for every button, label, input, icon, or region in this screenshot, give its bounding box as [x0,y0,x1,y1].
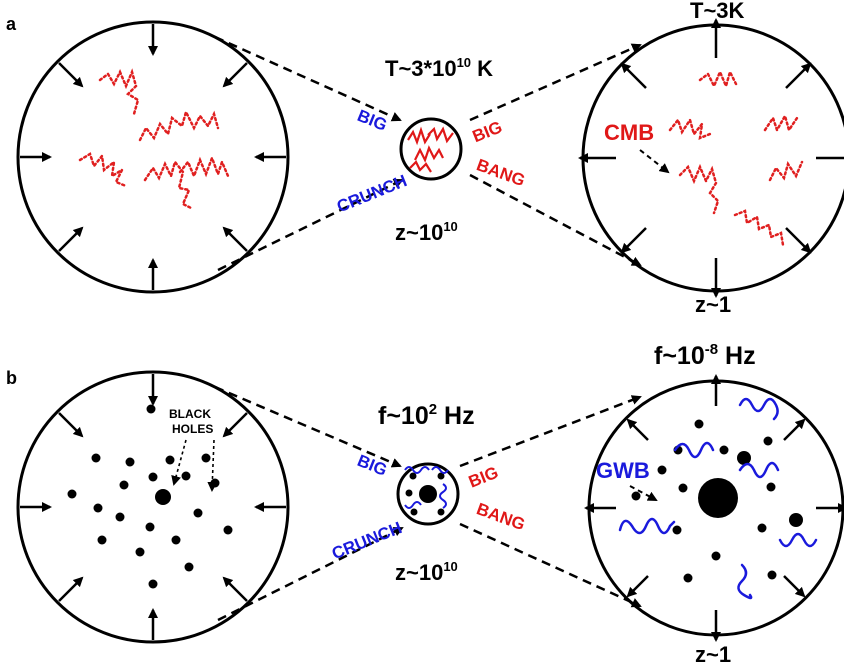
panel-a-cmb-label: CMB [604,120,654,145]
panel-b-black-holes-pointers [171,439,218,492]
panel-b-big-crunch-big: BIG [355,451,390,480]
panel-a-left-universe [16,20,290,294]
panel-a-early-photons [407,126,454,173]
panel-a-projection-lines [214,35,642,272]
panel-b-right-outward-arrows [584,374,844,642]
panel-b-early-central-black-hole [419,485,437,503]
panel-b-gwb-pointer [629,485,658,501]
panel-b-projection-lines [214,385,642,622]
panel-a-left-inward-arrows [20,24,286,290]
panel-a-temperature-label: T~3*1010 K [385,55,493,81]
panel-a-early-universe [399,117,463,181]
panel-b-label: b [6,368,17,388]
panel-b: b [6,341,844,667]
panel-a-label: a [6,14,17,34]
panel-b-gwb-label: GWB [596,458,650,483]
panel-a-big-bang-bang: BANG [474,155,528,190]
panel-b-early-gw [404,466,449,509]
panel-a-left-photon-waves [78,68,230,210]
panel-a-right-top-label: T~3K [690,0,745,23]
panel-b-frequency-label: f~102 Hz [378,401,475,430]
panel-a-right-bottom-label: z~1 [695,292,731,317]
panel-b-right-bottom-label: z~1 [695,642,731,667]
panel-b-supermassive-black-hole [698,478,738,518]
panel-a-right-outward-arrows [578,18,844,298]
panel-a-cmb-waves [668,68,804,247]
panel-b-right-black-holes [631,419,803,583]
panel-a-big-bang-big: BIG [470,117,505,146]
panel-b-right-top-label: f~10-8 Hz [654,341,756,370]
panel-b-black-holes-label: BLACK HOLES [169,407,214,436]
panel-b-big-bang-bang: BANG [474,499,528,534]
panel-a-redshift-label: z~1010 [395,219,458,245]
panel-a: a [6,0,844,317]
panel-b-big-crunch-crunch: CRUNCH [329,518,404,563]
panel-a-big-crunch-big: BIG [355,106,390,135]
panel-b-left-inward-arrows [20,374,286,640]
panel-b-early-universe [396,462,460,526]
panel-a-cmb-pointer [639,149,670,174]
panel-b-gwb-waves [618,397,818,600]
panel-a-big-crunch-crunch: CRUNCH [334,171,409,216]
panel-b-early-black-holes [405,472,445,516]
panel-b-left-universe [16,370,290,644]
panel-b-big-bang-big: BIG [466,463,501,492]
panel-b-redshift-label: z~1010 [395,559,458,585]
